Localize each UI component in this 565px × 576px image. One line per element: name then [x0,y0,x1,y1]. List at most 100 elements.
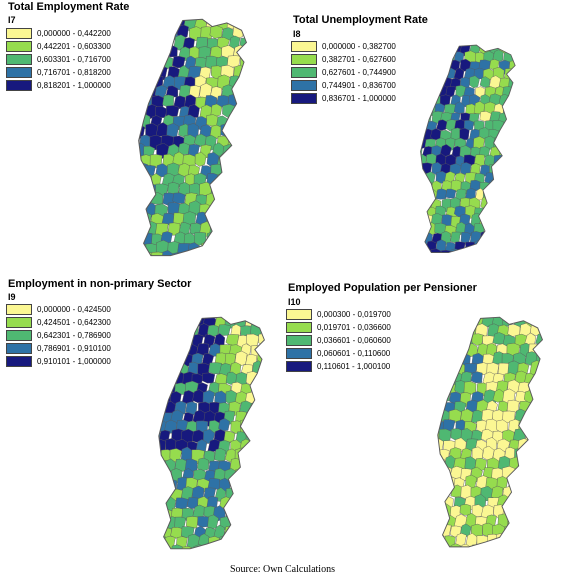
municipality [261,478,265,492]
municipality [503,223,515,236]
municipality [249,136,262,148]
municipality [230,515,243,531]
municipality [138,85,148,101]
municipality [459,543,472,547]
municipality [216,213,231,227]
municipality [468,247,481,253]
municipality [138,74,142,87]
municipality [158,409,160,424]
municipality [493,206,506,219]
municipality [232,142,245,156]
municipality [438,353,451,365]
municipality [262,342,265,358]
municipality [420,45,433,58]
legend-i8: 0,000000 - 0,382700 0,382701 - 0,627600 0,… [291,40,421,106]
municipality [245,508,257,522]
municipality [268,507,279,522]
municipality [493,173,507,186]
municipality [437,445,440,462]
municipality [508,94,516,107]
municipality [529,513,542,529]
municipality [507,129,516,143]
municipality [522,52,532,64]
municipality [513,205,516,220]
municipality [229,535,243,549]
municipality [184,250,198,256]
municipality [244,66,247,81]
municipality [262,457,265,473]
legend-item: 0,000000 - 0,382700 [291,40,396,53]
municipality [250,517,263,532]
municipality [250,36,262,51]
municipality [228,210,242,224]
municipality [158,333,172,348]
municipality [507,513,521,529]
municipality [436,119,448,131]
municipality [437,505,440,519]
municipality [469,75,480,89]
panel-title-i8: Total Unemployment Rate [293,14,428,26]
municipality [539,496,543,509]
legend-swatch [291,54,317,65]
municipality [489,178,500,193]
municipality [251,441,264,454]
municipality [547,315,559,327]
legend-swatch [6,330,32,341]
municipality [225,334,239,347]
municipality [273,344,285,357]
municipality [139,73,152,88]
legend-label: 0,060601 - 0,110600 [317,349,391,358]
municipality [257,506,265,520]
municipality [528,475,541,490]
municipality [420,69,429,81]
municipality [437,381,445,396]
municipality [240,535,253,549]
municipality [509,145,516,159]
municipality [523,242,534,252]
municipality [538,381,543,395]
municipality [140,19,154,31]
legend-item: 0,627601 - 0,744900 [291,66,396,79]
municipality [245,450,260,464]
municipality [512,190,516,201]
municipality [524,523,538,537]
municipality [159,351,171,366]
municipality [156,46,170,59]
municipality [438,317,451,328]
country-outline [138,18,248,257]
municipality [518,145,528,158]
municipality [268,353,279,365]
municipality [224,544,236,549]
legend-label: 0,642301 - 0,786900 [37,331,111,340]
municipality [239,193,247,207]
municipality [519,128,529,140]
municipality [151,251,165,256]
municipality [524,447,539,460]
municipality [272,402,284,416]
municipality [232,183,245,198]
municipality [251,381,264,396]
municipality [511,67,516,80]
municipality [430,45,442,55]
municipality [260,382,265,397]
municipality [540,438,543,451]
municipality [238,95,247,110]
legend-label: 0,000000 - 0,382700 [322,42,396,51]
municipality [550,496,561,510]
municipality [254,25,267,41]
municipality [437,466,441,481]
legend-label: 0,110601 - 1,000100 [317,362,391,371]
municipality [529,360,543,376]
municipality [250,476,263,492]
municipality [534,410,543,422]
municipality [238,76,247,90]
municipality [149,36,162,51]
municipality [435,50,448,63]
municipality [234,486,248,502]
municipality [238,153,247,167]
municipality [228,152,241,166]
municipality [438,335,452,349]
municipality [513,119,516,132]
municipality [484,222,495,237]
municipality [420,129,423,141]
